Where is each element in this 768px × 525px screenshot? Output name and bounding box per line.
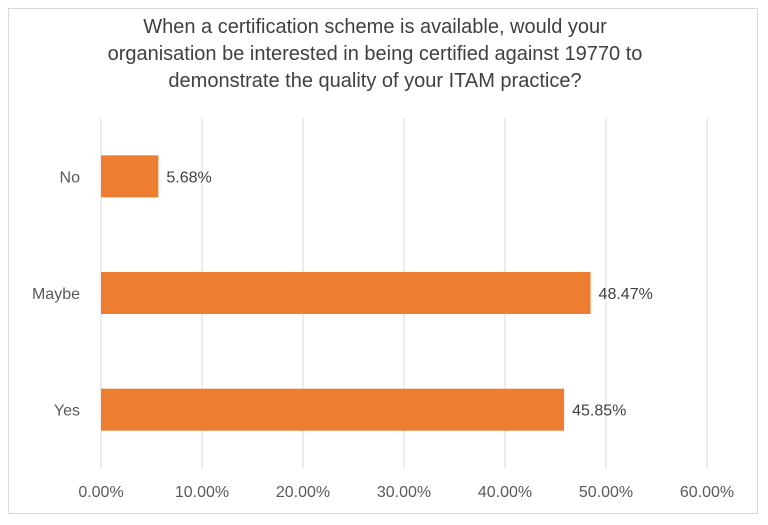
bar-maybe <box>101 272 591 314</box>
x-tick-label: 0.00% <box>78 484 123 501</box>
x-tick-label: 50.00% <box>579 484 633 501</box>
chart-title-line-1: When a certification scheme is available… <box>143 16 607 38</box>
category-label: Maybe <box>32 286 80 303</box>
category-label: No <box>60 169 81 186</box>
chart-title-line-3: demonstrate the quality of your ITAM pra… <box>168 70 582 92</box>
x-tick-label: 60.00% <box>680 484 734 501</box>
chart-title: When a certification scheme is available… <box>30 14 720 95</box>
x-tick-label: 30.00% <box>377 484 431 501</box>
x-tick-label: 10.00% <box>175 484 229 501</box>
data-label: 5.68% <box>166 169 211 186</box>
bar-no <box>101 155 159 198</box>
x-tick-label: 40.00% <box>478 484 532 501</box>
category-label: Yes <box>54 403 80 420</box>
data-label: 45.85% <box>572 403 626 420</box>
bar-yes <box>101 388 565 431</box>
chart-title-line-2: organisation be interested in being cert… <box>107 43 643 65</box>
data-label: 48.47% <box>599 286 653 303</box>
x-tick-label: 20.00% <box>276 484 330 501</box>
